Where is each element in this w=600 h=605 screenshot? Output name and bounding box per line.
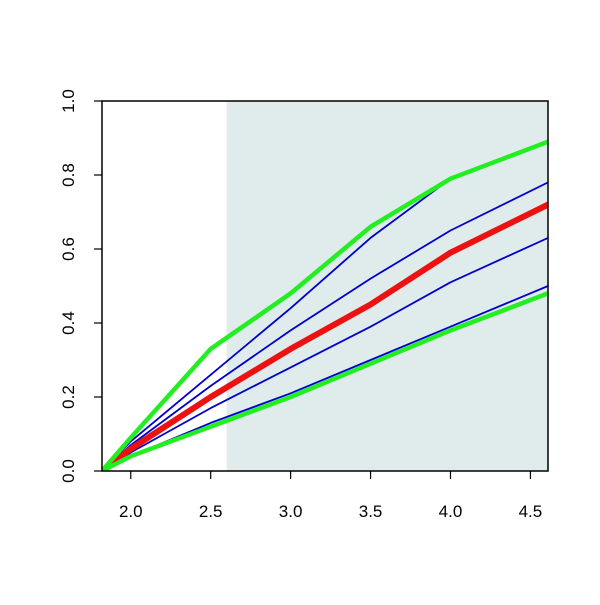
y-tick-label: 0.0 <box>59 459 78 483</box>
y-tick-label: 0.4 <box>59 311 78 335</box>
plot-box <box>101 100 549 472</box>
x-tick-label: 3.0 <box>279 502 303 521</box>
x-tick-label: 4.0 <box>439 502 463 521</box>
y-tick-label: 0.8 <box>59 163 78 187</box>
y-tick-label: 0.2 <box>59 385 78 409</box>
x-tick-label: 3.5 <box>359 502 383 521</box>
x-tick-label: 2.5 <box>199 502 223 521</box>
series-line <box>102 291 548 471</box>
x-tick-label: 2.0 <box>119 502 143 521</box>
series-line <box>102 181 548 471</box>
x-tick-label: 4.5 <box>519 502 543 521</box>
y-tick-label: 0.6 <box>59 237 78 261</box>
y-tick-label: 1.0 <box>59 89 78 113</box>
highlight-region <box>226 101 548 471</box>
series-line <box>102 201 548 471</box>
series-line <box>102 139 548 471</box>
